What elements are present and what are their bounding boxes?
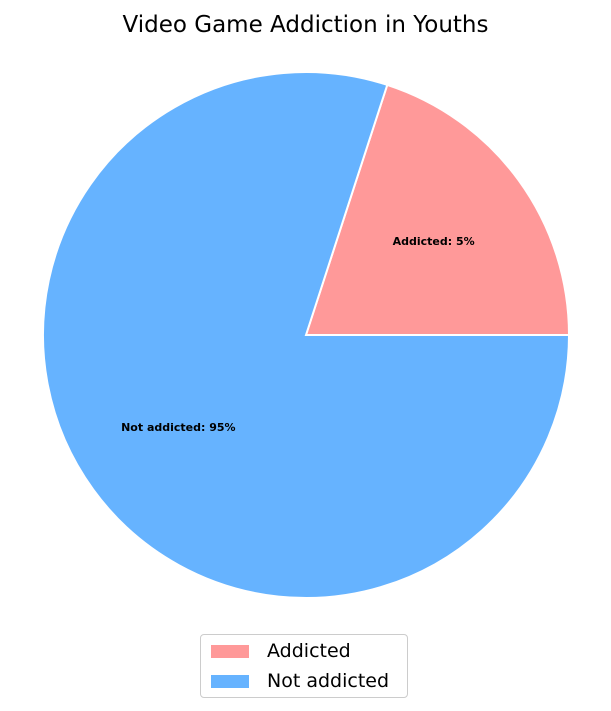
legend-item-addicted: Addicted [211, 637, 351, 665]
legend: Addicted Not addicted [200, 634, 408, 698]
legend-swatch-addicted [211, 644, 249, 658]
pie-slices [42, 71, 571, 599]
pie-slice-not-addicted [42, 71, 571, 599]
pie-slice-addicted [304, 83, 571, 336]
chart-title: Video Game Addiction in Youths [122, 12, 489, 38]
pie-slice-labels: Addicted: 5% Not addicted: 95% [121, 235, 475, 434]
legend-swatch-not-addicted [211, 674, 249, 688]
pie-label-addicted: Addicted: 5% [393, 235, 475, 248]
legend-label-addicted: Addicted [267, 640, 351, 662]
legend-item-not-addicted: Not addicted [211, 667, 389, 695]
pie-label-not-addicted: Not addicted: 95% [121, 421, 235, 434]
legend-label-not-addicted: Not addicted [267, 670, 390, 692]
